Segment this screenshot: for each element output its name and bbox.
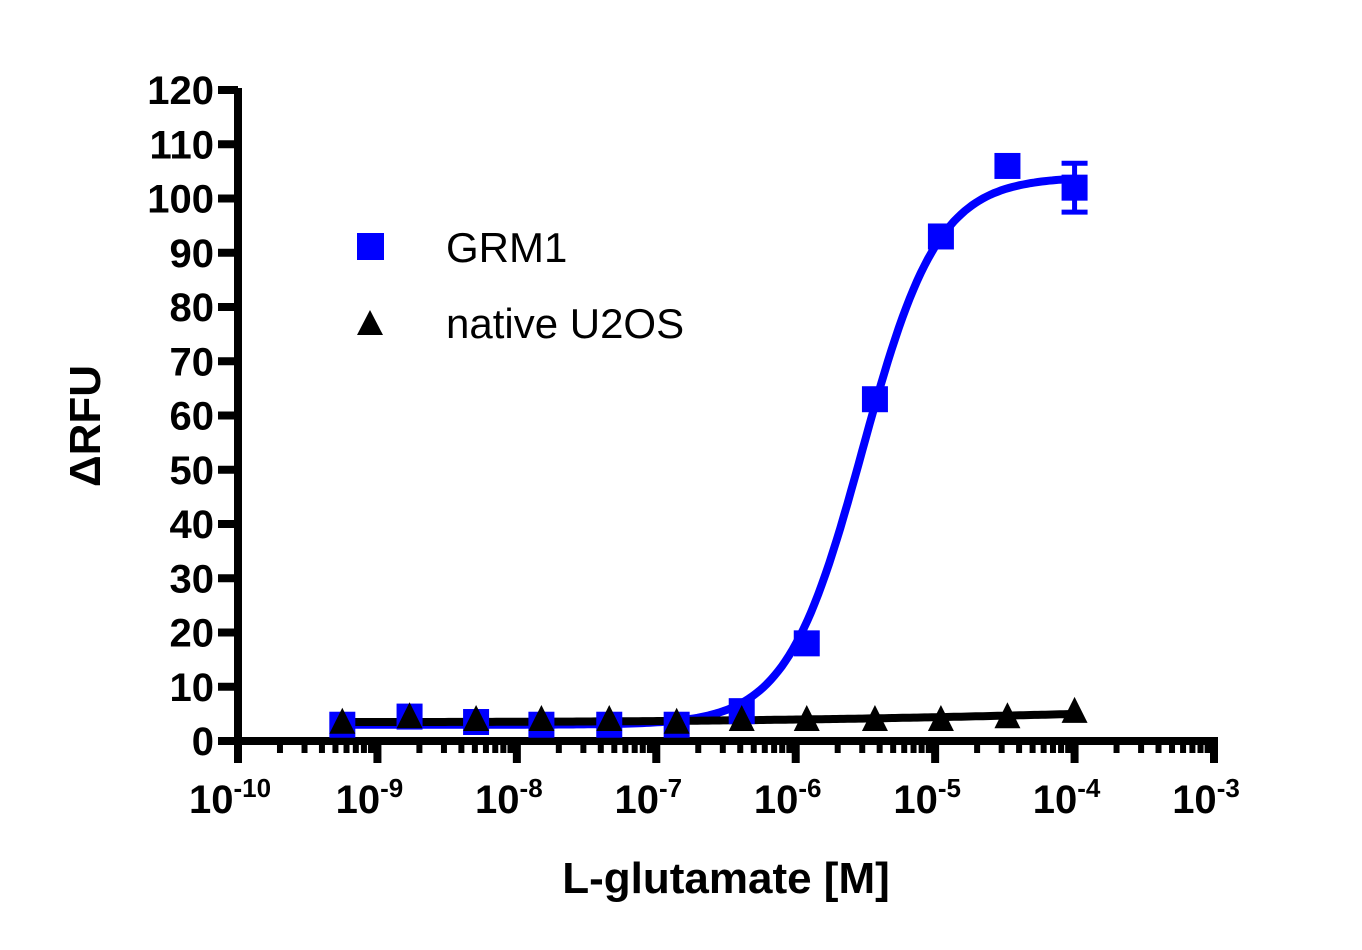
x-axis-title: L-glutamate [M] xyxy=(562,854,890,903)
x-tick-label: 10-7 xyxy=(614,773,682,822)
y-tick-label: 60 xyxy=(170,395,215,439)
legend-square-icon xyxy=(357,233,384,260)
y-tick-label: 70 xyxy=(170,340,215,384)
triangle-marker-icon xyxy=(1061,696,1088,723)
y-tick-label: 120 xyxy=(147,69,214,113)
x-tick-label: 10-10 xyxy=(189,773,271,822)
triangle-marker-icon xyxy=(596,705,623,732)
triangle-marker-icon xyxy=(728,705,755,732)
legend: GRM1 native U2OS xyxy=(357,224,684,347)
triangle-marker-icon xyxy=(793,705,820,732)
triangle-marker-icon xyxy=(861,705,888,732)
square-marker-icon xyxy=(927,223,954,250)
x-tick-label: 10-5 xyxy=(893,773,961,822)
y-axis-title: ΔRFU xyxy=(61,365,110,487)
x-axis: 10-10 10-9 10-8 10-7 10-6 10-5 10-4 10-3 xyxy=(189,737,1240,822)
y-tick-label: 80 xyxy=(170,286,215,330)
triangle-marker-icon xyxy=(994,702,1021,729)
y-tick-label: 0 xyxy=(192,720,214,764)
triangle-marker-icon xyxy=(329,707,356,734)
x-tick-label: 10-3 xyxy=(1172,773,1240,822)
y-tick-label: 50 xyxy=(170,449,215,493)
triangle-marker-icon xyxy=(927,705,954,732)
y-tick-label: 110 xyxy=(149,123,214,167)
square-marker-icon xyxy=(793,630,820,657)
y-tick-label: 40 xyxy=(170,503,215,547)
legend-label-u2os: native U2OS xyxy=(446,300,684,347)
y-axis: 0 10 20 30 40 50 60 70 80 90 100 110 120 xyxy=(147,69,242,764)
y-tick-label: 10 xyxy=(170,666,215,710)
y-tick-label: 90 xyxy=(170,232,215,276)
x-tick-label: 10-4 xyxy=(1033,773,1101,822)
square-marker-icon xyxy=(861,386,888,413)
triangle-marker-icon xyxy=(528,705,555,732)
x-tick-label: 10-6 xyxy=(754,773,822,822)
legend-label-grm1: GRM1 xyxy=(446,224,567,271)
y-tick-label: 30 xyxy=(170,557,215,601)
y-tick-label: 20 xyxy=(170,612,215,656)
triangle-marker-icon xyxy=(463,705,490,732)
x-tick-label: 10-8 xyxy=(475,773,543,822)
triangle-marker-icon xyxy=(663,707,690,734)
x-tick-label: 10-9 xyxy=(336,773,404,822)
square-marker-icon xyxy=(1061,174,1088,201)
triangle-marker-icon xyxy=(396,702,423,729)
legend-triangle-icon xyxy=(357,310,383,335)
y-tick-label: 100 xyxy=(147,178,214,222)
square-marker-icon xyxy=(994,152,1021,179)
data-points xyxy=(329,152,1088,738)
